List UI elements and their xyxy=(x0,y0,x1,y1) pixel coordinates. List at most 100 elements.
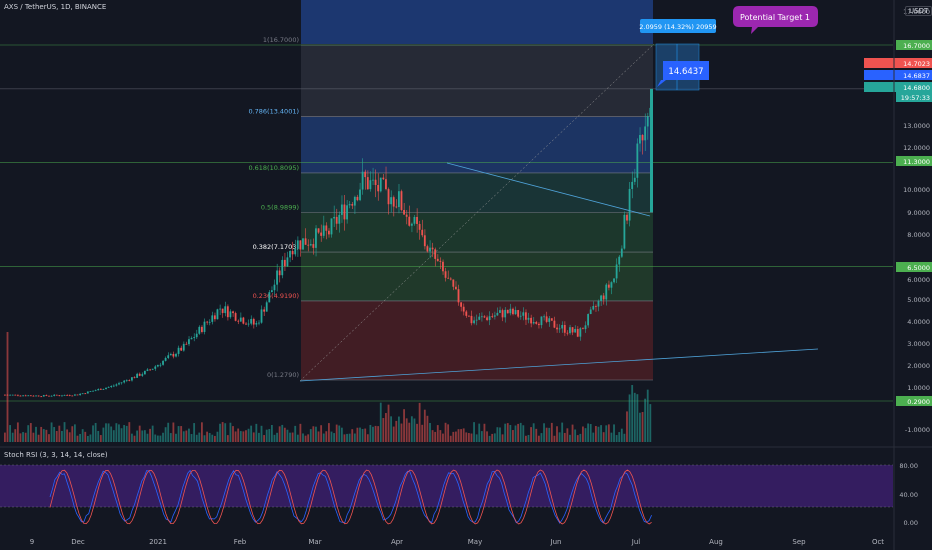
volume-bar xyxy=(620,428,623,442)
candle-body xyxy=(524,312,527,320)
candle-body xyxy=(151,368,154,370)
candle-body xyxy=(226,306,229,318)
currency-label[interactable]: USDT xyxy=(905,6,932,16)
volume-bar xyxy=(73,424,76,442)
candle-body xyxy=(281,259,284,276)
candle-body xyxy=(29,395,32,397)
volume-bar xyxy=(558,432,561,442)
candle-body xyxy=(159,364,162,366)
volume-bar xyxy=(353,433,356,442)
candle-body xyxy=(252,318,255,325)
candle-body xyxy=(307,244,310,246)
y-tick-label: 12.0000 xyxy=(903,144,930,152)
fib-label: 0.618(10.8095) xyxy=(248,164,299,172)
candle-body xyxy=(149,369,151,371)
volume-bar xyxy=(470,433,473,442)
candle-body xyxy=(304,238,307,245)
volume-bar xyxy=(141,430,144,442)
candle-body xyxy=(372,179,374,181)
volume-bar xyxy=(175,433,177,442)
candle-body xyxy=(465,311,468,316)
volume-bar xyxy=(123,425,126,442)
candle-body xyxy=(646,115,649,127)
volume-bar xyxy=(633,392,636,442)
candle-body xyxy=(97,389,100,391)
candle-body xyxy=(447,277,450,279)
volume-bar xyxy=(493,433,496,442)
candle-body xyxy=(296,240,299,249)
candle-body xyxy=(436,258,439,261)
candle-body xyxy=(40,396,43,398)
rsi-band xyxy=(0,465,893,507)
candle-body xyxy=(449,278,452,280)
candle-body xyxy=(462,306,465,312)
volume-bar xyxy=(146,433,149,442)
y-tick-label: 14.6837 xyxy=(903,72,930,80)
y-tick-label: 1.0000 xyxy=(907,384,930,392)
candle-body xyxy=(506,309,509,314)
candle-body xyxy=(278,270,281,276)
candle-body xyxy=(405,214,408,217)
volume-bar xyxy=(397,416,400,442)
candle-body xyxy=(434,249,437,259)
volume-bar xyxy=(486,431,488,442)
volume-bar xyxy=(646,389,649,442)
volume-bar xyxy=(543,423,545,442)
volume-bar xyxy=(548,427,551,442)
trendline-descending xyxy=(446,162,651,217)
volume-bar xyxy=(594,426,597,442)
candle-body xyxy=(650,88,653,213)
candle-body xyxy=(623,214,626,249)
candle-body xyxy=(366,177,369,190)
candle-body xyxy=(416,216,418,224)
volume-bar xyxy=(29,423,32,442)
candle-body xyxy=(480,316,483,318)
volume-bar xyxy=(42,429,45,442)
candle-body xyxy=(605,284,608,300)
volume-bar xyxy=(169,433,172,442)
volume-bar xyxy=(377,426,380,442)
candle-body xyxy=(442,261,444,272)
candle-body xyxy=(607,284,610,288)
volume-bar xyxy=(540,433,543,442)
fib-zone xyxy=(301,252,653,301)
x-tick-label: Aug xyxy=(709,538,723,546)
volume-bar xyxy=(584,428,587,442)
y-tick-label: 14.6800 xyxy=(903,84,930,92)
candle-body xyxy=(527,317,530,320)
candle-body xyxy=(346,205,348,220)
candle-body xyxy=(273,284,276,291)
volume-bar xyxy=(501,434,504,442)
candle-body xyxy=(452,279,455,287)
candle-body xyxy=(571,327,574,333)
volume-bar xyxy=(92,425,94,442)
candle-body xyxy=(491,316,494,318)
volume-bar xyxy=(359,427,361,442)
candle-body xyxy=(86,391,89,394)
candle-body xyxy=(239,317,242,322)
volume-bar xyxy=(483,423,486,442)
candle-body xyxy=(258,322,260,324)
volume-bar xyxy=(4,432,6,442)
volume-bar xyxy=(281,424,284,442)
volume-bar xyxy=(480,431,483,442)
volume-bar xyxy=(136,430,139,442)
candle-body xyxy=(167,355,170,358)
volume-bar xyxy=(190,434,193,442)
candle-body xyxy=(356,196,359,201)
volume-bar xyxy=(291,432,294,442)
y-tick-label: 6.0000 xyxy=(907,276,930,284)
volume-bar xyxy=(102,427,105,442)
x-tick-label: 9 xyxy=(30,538,34,546)
candle-body xyxy=(94,390,97,392)
volume-bar xyxy=(86,435,89,442)
volume-bar xyxy=(532,423,535,442)
volume-bar xyxy=(35,426,37,442)
candle-body xyxy=(644,126,647,141)
candle-body xyxy=(496,312,499,316)
volume-bar xyxy=(423,409,426,442)
volume-bar xyxy=(447,424,450,442)
candle-body xyxy=(4,394,6,396)
candles xyxy=(4,88,653,398)
